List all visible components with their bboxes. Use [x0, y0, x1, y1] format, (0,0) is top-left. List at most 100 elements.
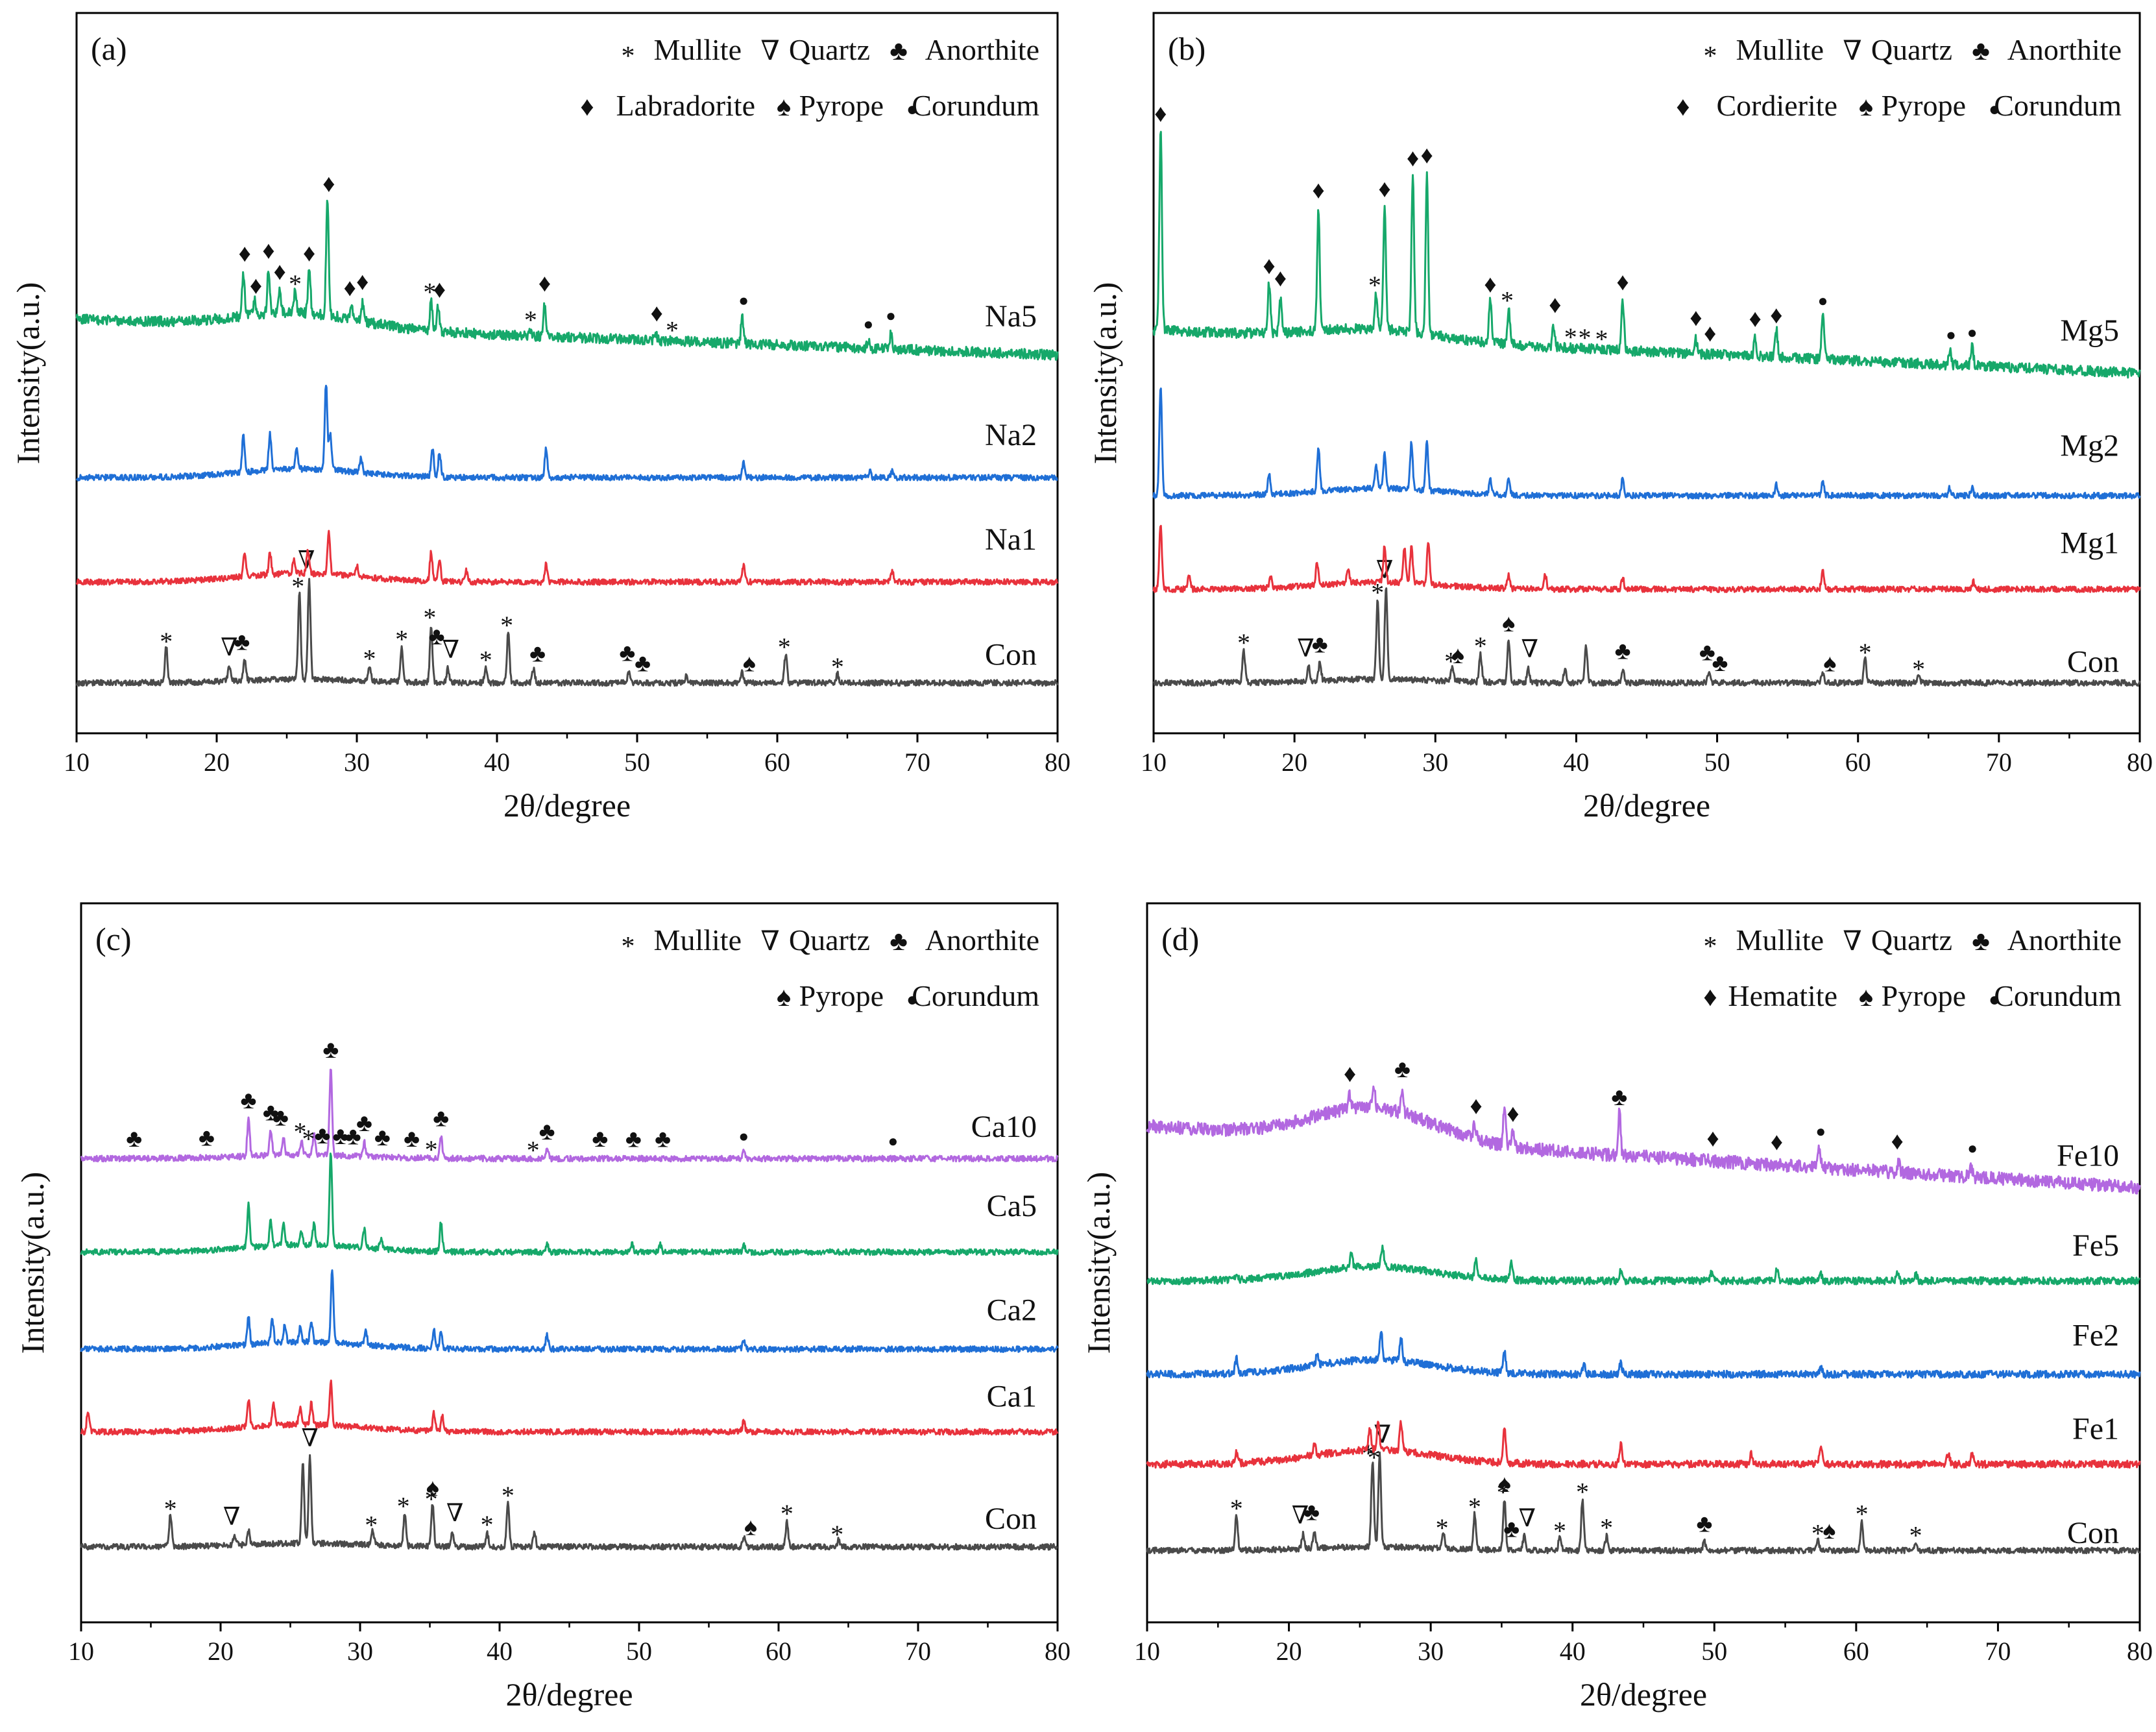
- phase-marker: *: [1436, 1513, 1449, 1543]
- phase-marker: ♦: [651, 300, 663, 327]
- phase-marker: ♦: [344, 274, 356, 302]
- series-label: Ca2: [987, 1293, 1037, 1328]
- series-label: Fe1: [2072, 1411, 2119, 1446]
- phase-marker: ♦: [1263, 252, 1275, 280]
- y-axis-label: Intensity(a.u.): [14, 1172, 51, 1354]
- x-tick-label: 10: [1134, 1637, 1160, 1666]
- x-axis-label: 2θ/degree: [503, 787, 631, 823]
- series-label: Con: [2067, 1516, 2119, 1550]
- panel-label: (d): [1161, 921, 1199, 957]
- legend-symbol: ♣: [890, 36, 908, 66]
- series-Fe10: ♦ ♣ ♦ ♦ ♣ ♦ ♦ ● ♦ ●: [1146, 1056, 2141, 1195]
- legend-label: Anorthite: [2007, 33, 2122, 66]
- series-label: Ca1: [987, 1380, 1037, 1414]
- series-line: [1146, 1330, 2141, 1379]
- phase-marker: ●: [1967, 1139, 1978, 1158]
- legend-label: Pyrope: [1882, 979, 1966, 1012]
- phase-marker: ♣: [655, 1125, 671, 1153]
- phase-marker: ♣: [1697, 1510, 1713, 1537]
- x-tick-label: 70: [904, 748, 930, 777]
- legend-symbol: ♣: [1972, 36, 1990, 66]
- x-tick-label: 60: [766, 1637, 792, 1666]
- legend-symbol: ♣: [890, 927, 908, 957]
- phase-marker: ♣: [1303, 1498, 1320, 1526]
- phase-marker: *: [527, 1136, 540, 1165]
- series-label: Ca10: [971, 1110, 1037, 1144]
- phase-marker: *: [481, 1510, 494, 1539]
- legend-label: Pyrope: [799, 979, 884, 1012]
- series-label: Na1: [985, 522, 1037, 557]
- legend-label: Anorthite: [2007, 923, 2122, 957]
- phase-marker: *: [781, 1499, 793, 1528]
- phase-marker: ♦: [1274, 265, 1287, 292]
- phase-marker: *: [1553, 1516, 1566, 1545]
- phase-marker: ♦: [1421, 141, 1433, 169]
- phase-marker: ♣: [263, 1099, 279, 1127]
- legend-symbol: *: [622, 42, 635, 71]
- chart-panel-b: 10 20 30 40 50 60 70 80 2θ/degree Intensity(a.u.)…: [1087, 12, 2153, 823]
- phase-marker: ●: [864, 315, 874, 334]
- chart-panel-c: 10 20 30 40 50 60 70 80 2θ/degree Intensity(a.u.)…: [14, 902, 1071, 1713]
- phase-marker: ●: [1967, 323, 1978, 342]
- phase-marker: ∇: [442, 637, 459, 664]
- phase-marker: ●: [1818, 291, 1828, 310]
- x-tick-label: 10: [1141, 748, 1167, 777]
- series-label: Na2: [985, 418, 1037, 452]
- phase-marker: ●: [886, 306, 896, 325]
- series-Ca1: [80, 1379, 1059, 1436]
- series-label: Con: [985, 1502, 1037, 1536]
- phase-marker: ∇: [446, 1500, 464, 1527]
- series-line: [1152, 130, 2141, 379]
- phase-marker: ●: [738, 291, 749, 310]
- legend-symbol: ♠: [1859, 982, 1873, 1012]
- series-line: [1152, 587, 2141, 687]
- x-tick-label: 30: [344, 748, 370, 777]
- x-tick-label: 30: [1422, 748, 1448, 777]
- legend-label: Quartz: [1871, 33, 1952, 66]
- phase-marker: ♣: [1503, 1515, 1520, 1543]
- phase-marker: *: [831, 652, 844, 681]
- phase-marker: ●: [738, 1127, 749, 1145]
- series-line: [80, 1153, 1059, 1256]
- series-label: Con: [2067, 645, 2119, 679]
- legend-symbol: ∇: [1843, 927, 1861, 957]
- x-tick-label: 60: [764, 748, 790, 777]
- legend: Anorthite ♣ Quartz ∇ Mullite * Corundum● Pyrope…: [1676, 33, 2122, 122]
- phase-marker: *: [363, 644, 376, 673]
- phase-marker: ♣: [314, 1122, 330, 1149]
- series-line: [80, 1454, 1058, 1551]
- legend-symbol: *: [1704, 932, 1717, 962]
- legend-label: Pyrope: [1882, 89, 1966, 122]
- phase-marker: ♣: [1312, 631, 1328, 659]
- phase-marker: *: [1368, 1443, 1381, 1472]
- x-axis-label: 2θ/degree: [1583, 787, 1710, 823]
- phase-marker: ♦: [1484, 271, 1496, 298]
- x-tick-label: 80: [1045, 1637, 1071, 1666]
- series-Fe1: [1146, 1420, 2141, 1469]
- phase-marker: ♣: [433, 1104, 449, 1132]
- series-label: Fe5: [2072, 1228, 2119, 1263]
- series-Mg1: [1152, 524, 2141, 593]
- phase-marker: *: [1444, 647, 1457, 676]
- phase-marker: ∇: [1297, 635, 1314, 662]
- x-tick-label: 40: [484, 748, 510, 777]
- phase-marker: ♠: [744, 1514, 757, 1541]
- phase-marker: ♦: [1690, 304, 1702, 332]
- legend-symbol: ∇: [760, 36, 779, 66]
- x-tick-label: 70: [905, 1637, 931, 1666]
- y-axis-label: Intensity(a.u.): [1087, 282, 1123, 464]
- legend: Anorthite ♣ Quartz ∇ Mullite * Corundum● Pyrope…: [580, 33, 1039, 122]
- legend: Anorthite ♣ Quartz ∇ Mullite * Corundum● Pyrope…: [1703, 923, 2122, 1012]
- series-line: [1146, 1244, 2140, 1286]
- x-tick-label: 70: [1985, 1637, 2011, 1666]
- phase-marker: ♦: [539, 270, 551, 297]
- phase-marker: ♣: [1615, 638, 1631, 665]
- legend-label: Corundum: [912, 89, 1039, 122]
- phase-marker: ♣: [1611, 1084, 1627, 1111]
- phase-marker: ♦: [1549, 291, 1561, 319]
- phase-marker: *: [524, 305, 537, 334]
- phase-marker: *: [830, 1520, 843, 1549]
- phase-marker: *: [397, 1491, 410, 1520]
